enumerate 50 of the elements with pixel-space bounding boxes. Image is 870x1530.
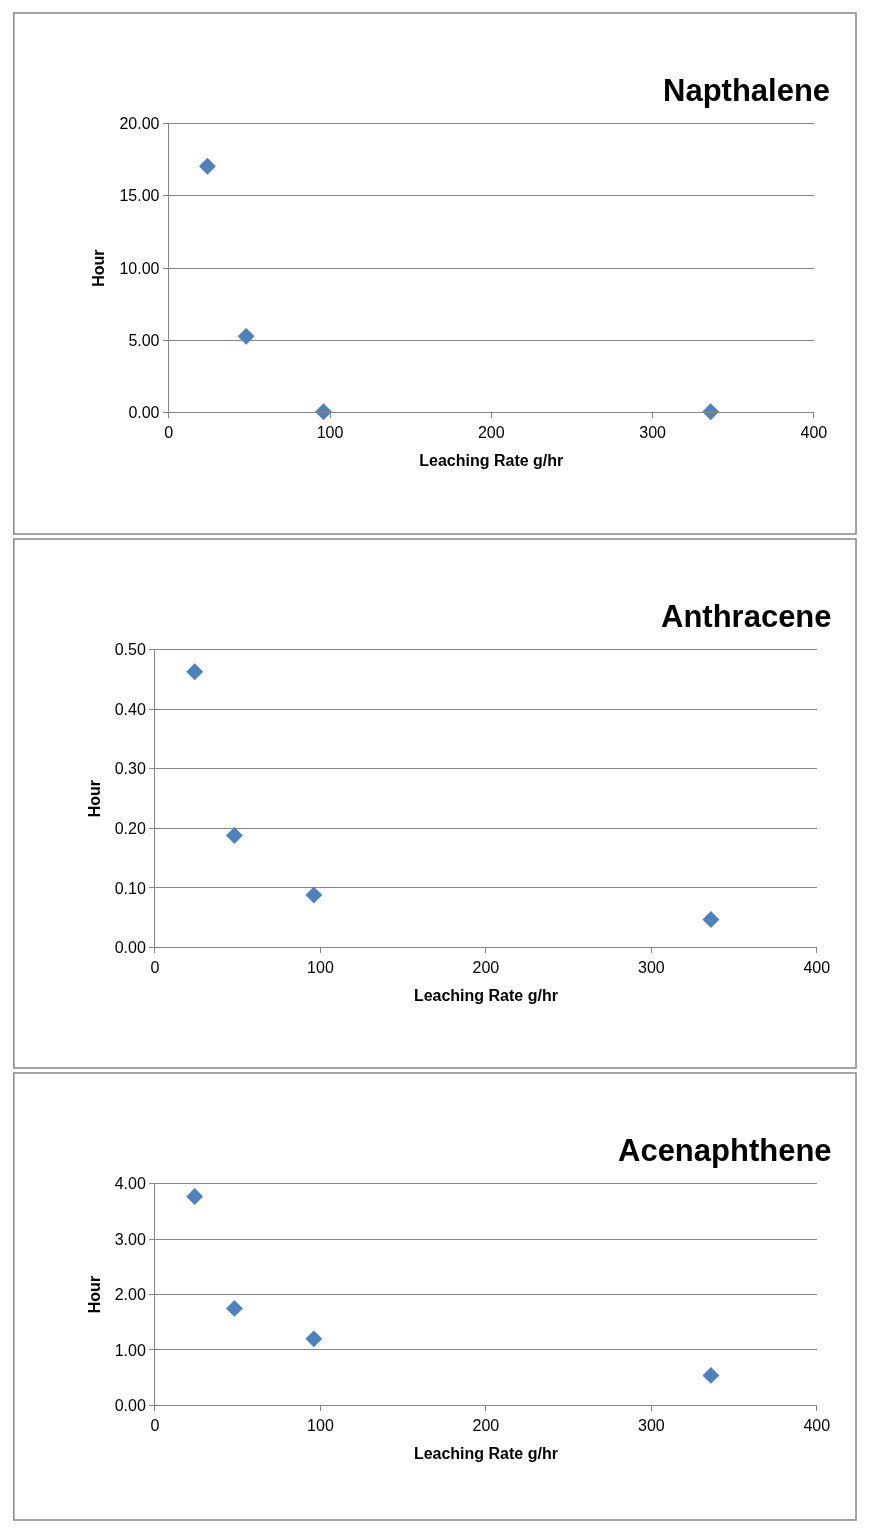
x-tick-label: 100: [316, 423, 344, 441]
y-tick-label: 0.00: [128, 404, 160, 422]
y-tick-label: 0.20: [114, 819, 146, 837]
point: [305, 1330, 323, 1348]
y-tick-label: 20.00: [119, 115, 160, 133]
point: [237, 327, 255, 345]
y-tick-label: 0.10: [114, 879, 146, 897]
y-axis-title: Hour: [85, 779, 103, 818]
x-tick-label: 300: [639, 423, 667, 441]
chart-title: Anthracene: [661, 599, 832, 634]
y-tick-label: 0.00: [114, 1396, 146, 1414]
x-tick-label: 400: [800, 423, 828, 441]
x-tick-label: 0: [150, 958, 160, 976]
y-tick-label: 3.00: [114, 1230, 146, 1248]
x-tick-label: 300: [638, 1416, 665, 1434]
x-axis-title: Leaching Rate g/hr: [413, 1445, 558, 1463]
y-tick-label: 0.00: [114, 939, 146, 957]
y-tick-label: 5.00: [128, 331, 160, 349]
x-tick-label: 400: [803, 958, 831, 976]
y-tick-label: 0.40: [114, 700, 146, 718]
y-axis-title: Hour: [85, 1275, 103, 1314]
x-axis-title: Leaching Rate g/hr: [413, 987, 558, 1005]
x-tick-label: 300: [638, 958, 665, 976]
chart-title: Napthalene: [663, 73, 831, 108]
y-tick-label: 10.00: [119, 259, 160, 277]
point: [702, 1366, 720, 1384]
point: [225, 1299, 243, 1317]
x-tick-label: 0: [164, 423, 174, 441]
y-tick-label: 0.50: [114, 641, 146, 659]
point: [186, 1188, 204, 1205]
x-tick-label: 200: [477, 423, 505, 441]
y-axis-title: Hour: [90, 249, 108, 287]
x-tick-label: 0: [150, 1416, 160, 1434]
x-tick-label: 400: [803, 1416, 831, 1434]
y-tick-label: 1.00: [114, 1341, 146, 1359]
x-tick-label: 200: [472, 1416, 500, 1434]
point: [702, 911, 720, 928]
x-tick-label: 100: [307, 1416, 334, 1434]
x-tick-label: 200: [472, 958, 500, 976]
y-tick-label: 0.30: [114, 760, 146, 778]
point: [186, 663, 204, 681]
y-tick-label: 15.00: [119, 187, 160, 205]
y-tick-label: 2.00: [114, 1286, 146, 1304]
x-tick-label: 100: [307, 958, 334, 976]
point: [305, 886, 323, 904]
y-tick-label: 4.00: [114, 1175, 146, 1193]
point: [198, 157, 216, 175]
point: [225, 827, 243, 844]
x-axis-title: Leaching Rate g/hr: [419, 452, 564, 470]
chart-title: Acenaphthene: [618, 1133, 832, 1168]
